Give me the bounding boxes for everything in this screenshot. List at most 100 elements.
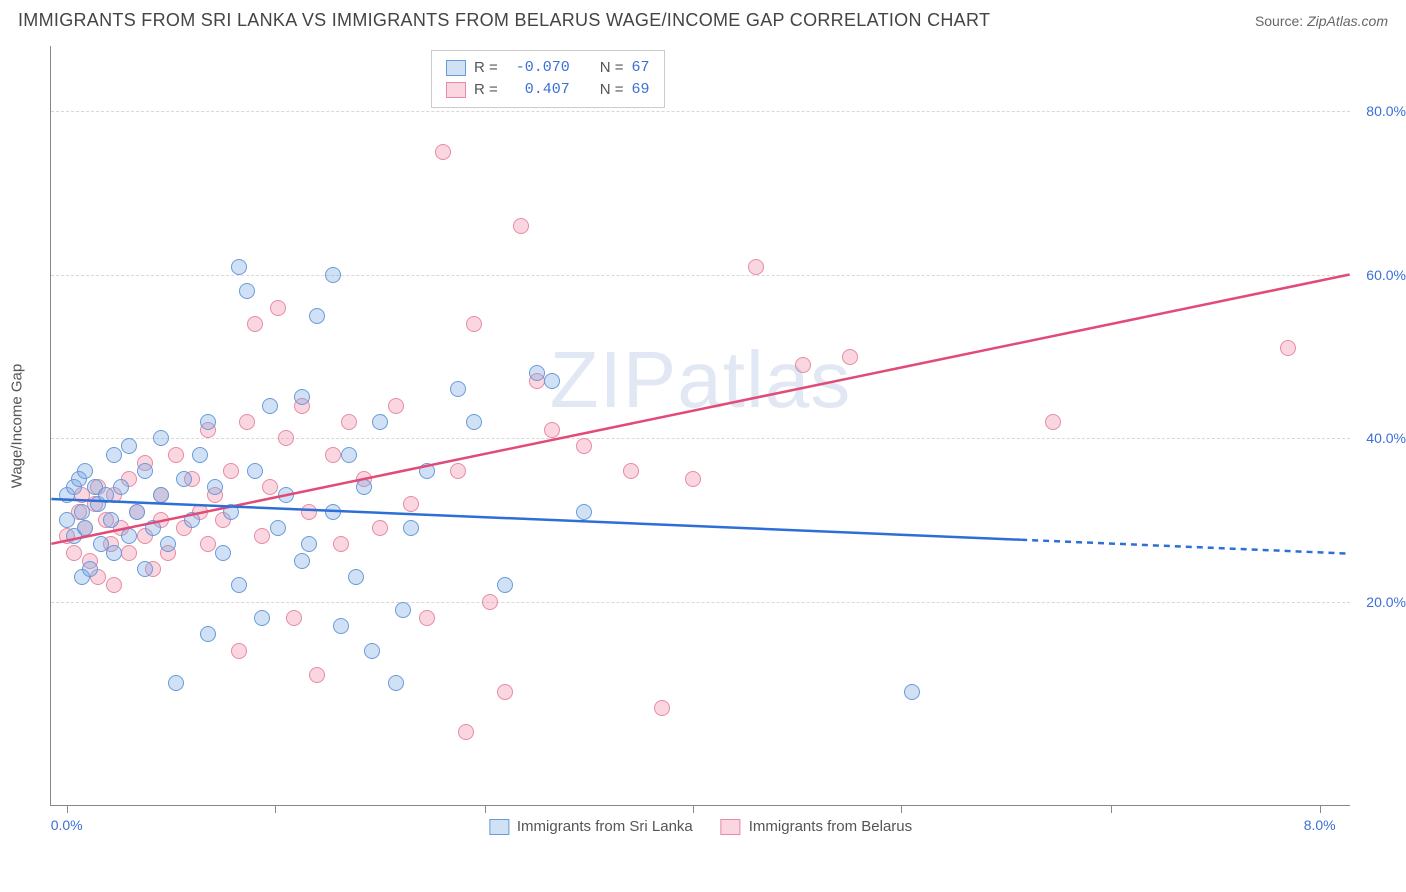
scatter-point-belarus [278,430,294,446]
legend-swatch-belarus [446,82,466,98]
scatter-point-sri-lanka [77,463,93,479]
source-attribution: Source: ZipAtlas.com [1255,13,1388,31]
scatter-point-sri-lanka [341,447,357,463]
scatter-point-belarus [544,422,560,438]
scatter-point-sri-lanka [168,675,184,691]
scatter-point-belarus [106,577,122,593]
scatter-point-sri-lanka [82,561,98,577]
legend-series: Immigrants from Sri Lanka Immigrants fro… [489,818,912,835]
scatter-point-belarus [333,536,349,552]
legend-label-belarus: Immigrants from Belarus [749,818,912,835]
scatter-point-sri-lanka [106,545,122,561]
scatter-point-belarus [842,349,858,365]
legend-swatch-icon [721,819,741,835]
scatter-point-belarus [576,438,592,454]
gridline-h [51,602,1350,603]
n-label: N = [600,57,624,79]
r-label: R = [474,57,498,79]
scatter-point-sri-lanka [103,512,119,528]
y-tick-label: 40.0% [1366,430,1406,446]
scatter-point-belarus [66,545,82,561]
x-tick [67,805,68,813]
scatter-point-belarus [466,316,482,332]
scatter-point-sri-lanka [301,536,317,552]
scatter-point-sri-lanka [529,365,545,381]
scatter-point-sri-lanka [176,471,192,487]
r-value-sri-lanka: -0.070 [506,57,570,79]
scatter-point-sri-lanka [364,643,380,659]
scatter-point-sri-lanka [121,438,137,454]
scatter-point-sri-lanka [200,626,216,642]
scatter-point-sri-lanka [278,487,294,503]
y-axis-title: Wage/Income Gap [9,363,26,488]
scatter-point-sri-lanka [106,447,122,463]
x-tick [693,805,694,813]
source-link[interactable]: ZipAtlas.com [1307,13,1388,29]
scatter-point-sri-lanka [145,520,161,536]
x-tick [901,805,902,813]
scatter-point-belarus [623,463,639,479]
scatter-point-belarus [121,545,137,561]
scatter-point-sri-lanka [98,487,114,503]
scatter-point-belarus [450,463,466,479]
scatter-point-belarus [239,414,255,430]
scatter-point-belarus [654,700,670,716]
scatter-point-belarus [262,479,278,495]
scatter-point-sri-lanka [497,577,513,593]
scatter-point-sri-lanka [215,545,231,561]
scatter-point-sri-lanka [137,463,153,479]
scatter-point-sri-lanka [325,504,341,520]
scatter-point-belarus [685,471,701,487]
scatter-point-belarus [419,610,435,626]
legend-swatch-icon [489,819,509,835]
scatter-point-belarus [372,520,388,536]
scatter-point-belarus [325,447,341,463]
scatter-point-sri-lanka [192,447,208,463]
n-label: N = [600,79,624,101]
scatter-point-belarus [388,398,404,414]
scatter-point-sri-lanka [325,267,341,283]
scatter-point-belarus [1280,340,1296,356]
y-tick-label: 80.0% [1366,103,1406,119]
scatter-point-sri-lanka [294,553,310,569]
scatter-point-belarus [200,536,216,552]
scatter-point-belarus [482,594,498,610]
scatter-point-sri-lanka [59,512,75,528]
scatter-point-sri-lanka [309,308,325,324]
scatter-point-sri-lanka [231,259,247,275]
scatter-point-belarus [231,643,247,659]
scatter-point-sri-lanka [77,520,93,536]
scatter-point-sri-lanka [466,414,482,430]
legend-swatch-sri-lanka [446,60,466,76]
scatter-point-belarus [513,218,529,234]
scatter-point-belarus [748,259,764,275]
scatter-point-sri-lanka [247,463,263,479]
legend-item-belarus: Immigrants from Belarus [721,818,912,835]
x-tick [275,805,276,813]
r-value-belarus: 0.407 [506,79,570,101]
scatter-point-sri-lanka [254,610,270,626]
n-value-sri-lanka: 67 [632,57,650,79]
watermark: ZIPatlas [550,334,851,426]
scatter-point-sri-lanka [356,479,372,495]
scatter-point-sri-lanka [121,528,137,544]
scatter-point-sri-lanka [395,602,411,618]
scatter-point-sri-lanka [207,479,223,495]
scatter-point-sri-lanka [544,373,560,389]
scatter-point-belarus [223,463,239,479]
y-tick-label: 60.0% [1366,267,1406,283]
gridline-h [51,438,1350,439]
scatter-point-sri-lanka [576,504,592,520]
scatter-point-sri-lanka [450,381,466,397]
scatter-point-sri-lanka [223,504,239,520]
scatter-point-sri-lanka [153,430,169,446]
r-label: R = [474,79,498,101]
x-tick [1111,805,1112,813]
scatter-point-sri-lanka [113,479,129,495]
x-tick-label: 8.0% [1304,817,1336,833]
scatter-point-sri-lanka [262,398,278,414]
y-tick-label: 20.0% [1366,594,1406,610]
chart-container: Wage/Income Gap ZIPatlas R = -0.070 N = … [50,46,1390,846]
scatter-point-belarus [286,610,302,626]
scatter-point-belarus [247,316,263,332]
